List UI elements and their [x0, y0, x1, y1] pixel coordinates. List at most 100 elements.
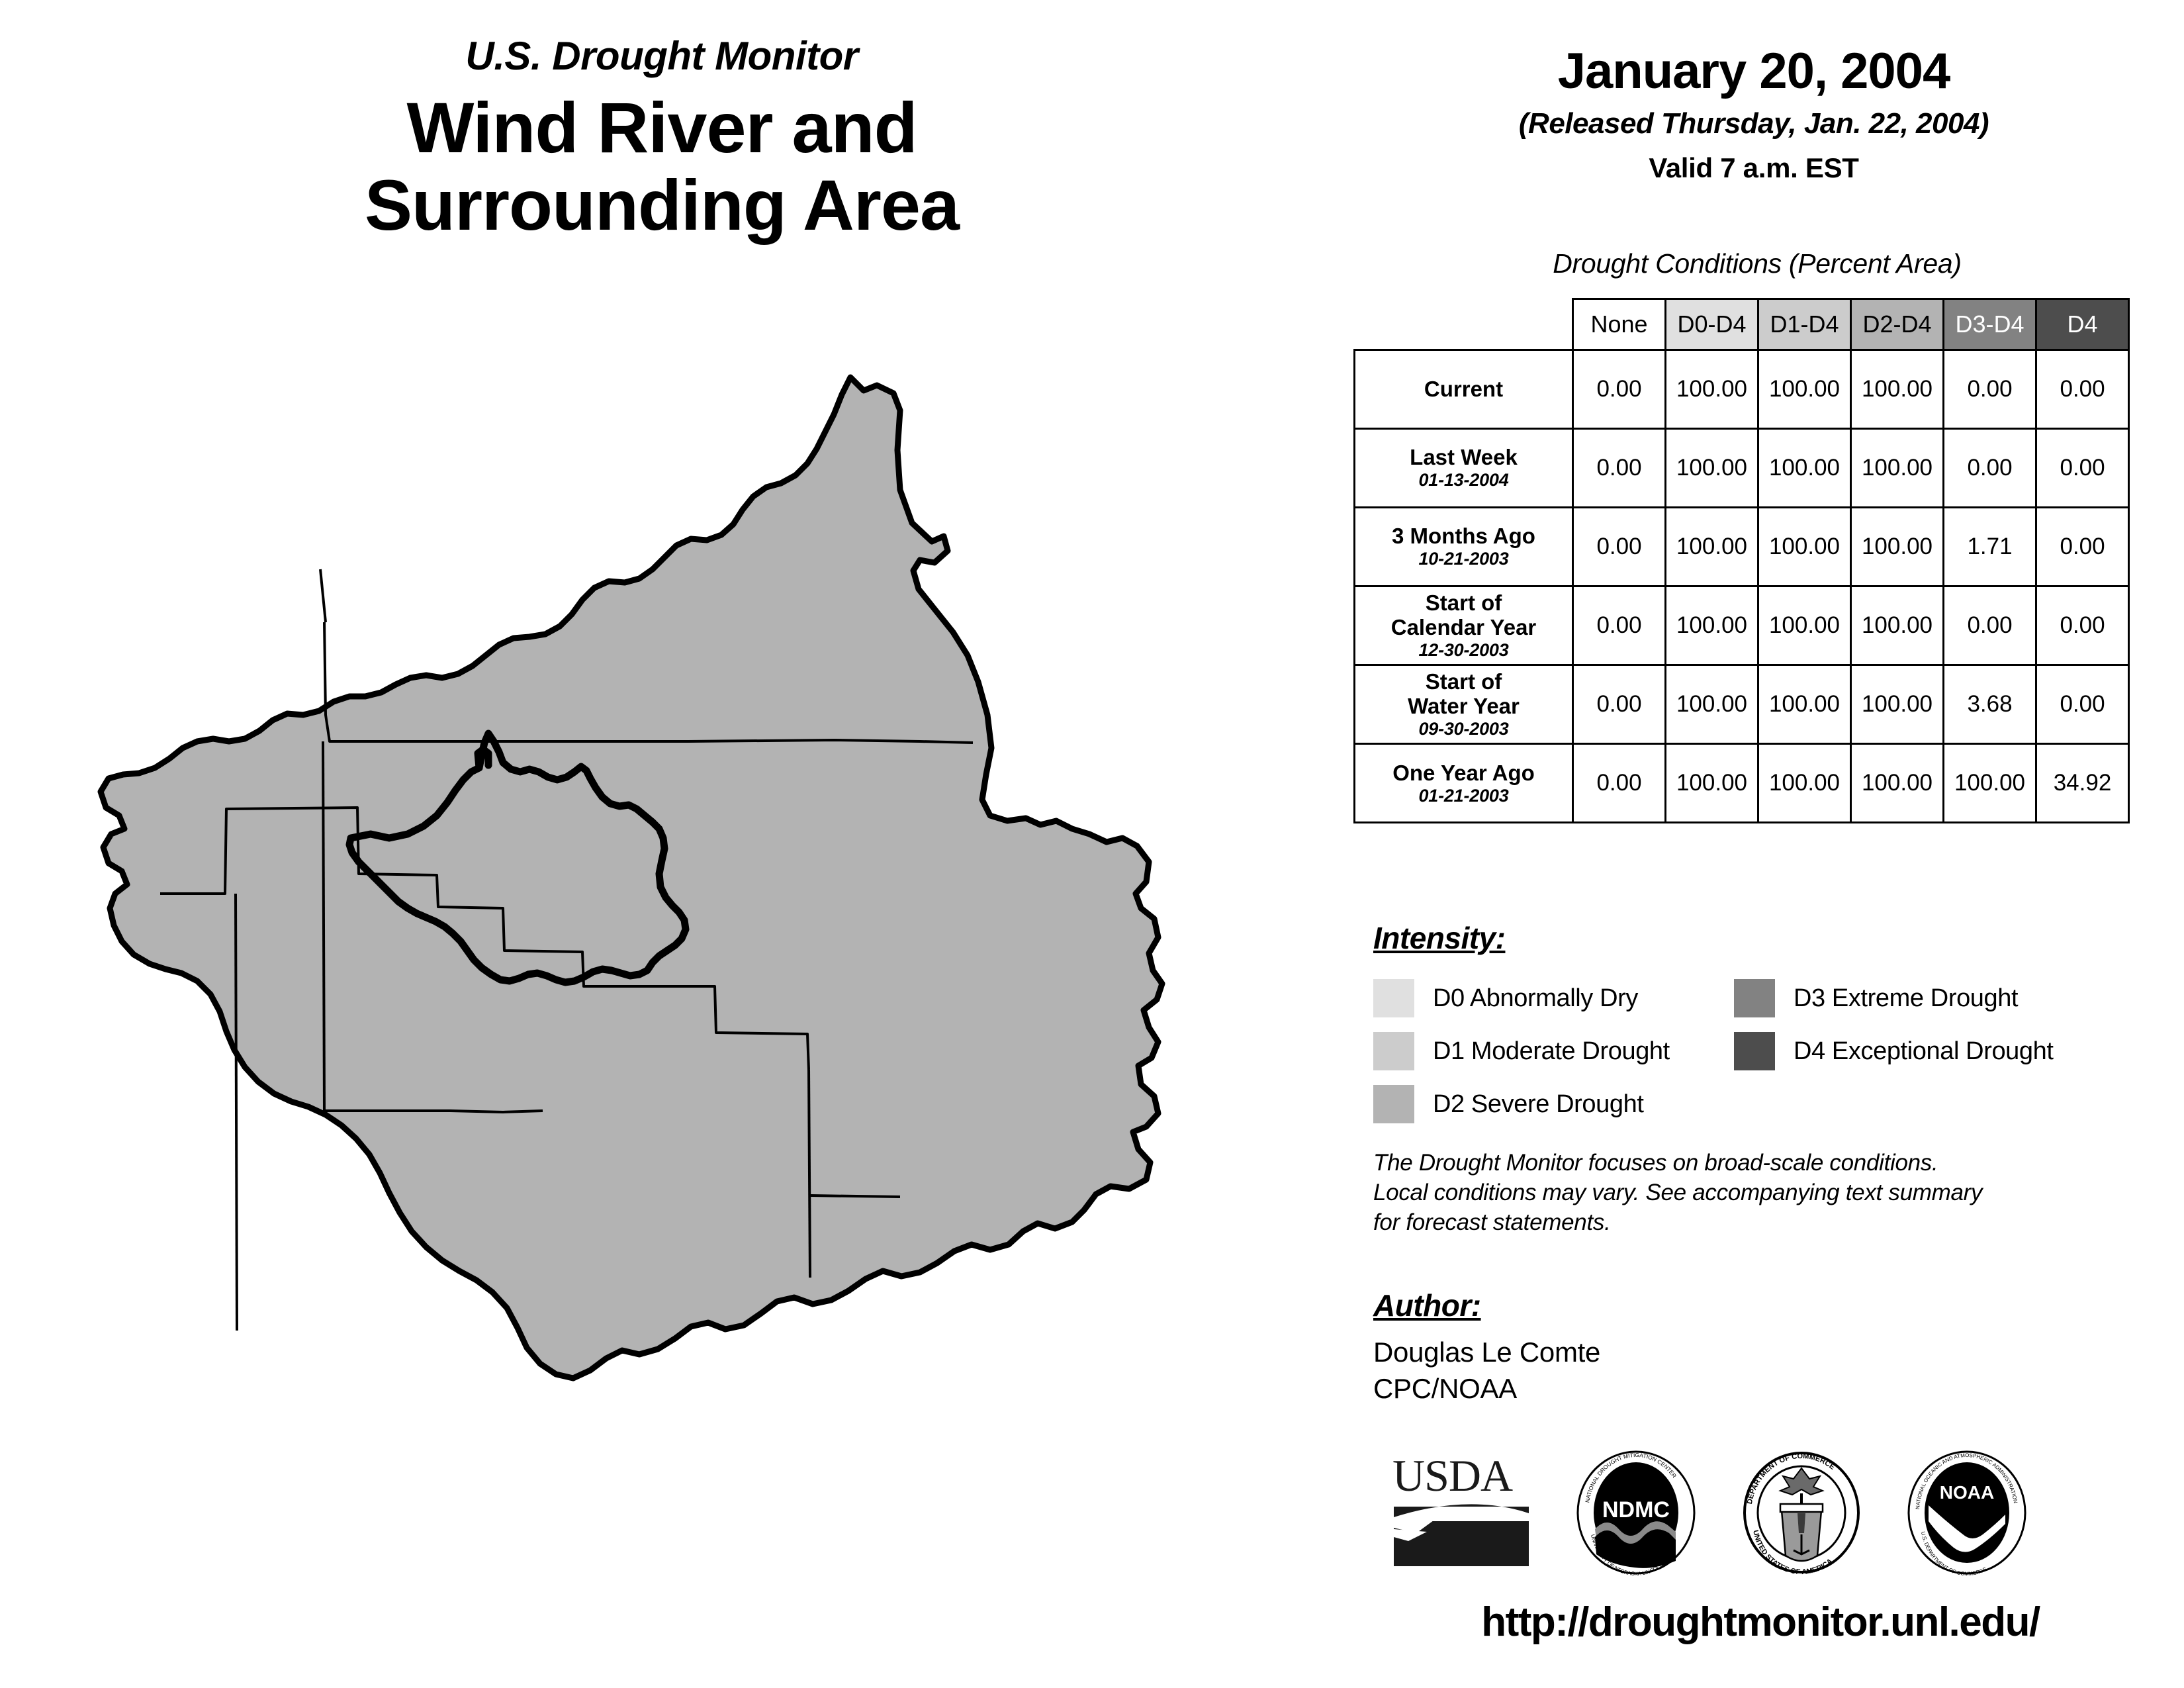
noaa-logo-svg: NOAA NATIONAL OCEANIC AND ATMOSPHERIC AD… [1907, 1450, 2026, 1577]
row-label-3-months-ago: 3 Months Ago 10-21-2003 [1353, 506, 1574, 587]
column-header-d0-d4: D0-D4 [1664, 298, 1759, 351]
legend-item-d0: D0 Abnormally Dry [1373, 973, 1670, 1023]
row-label-text: Last Week [1410, 445, 1518, 470]
doc-eagle-icon [1778, 1467, 1825, 1496]
cell-calyear-d1d4: 100.00 [1757, 585, 1852, 667]
column-header-d1-d4: D1-D4 [1757, 298, 1852, 351]
program-name: U.S. Drought Monitor [465, 34, 858, 78]
cell-lastweek-d3d4: 0.00 [1942, 428, 2037, 508]
ndmc-logo: NDMC NATIONAL DROUGHT MITIGATION CENTER … [1575, 1450, 1698, 1577]
author-heading: Author: [1373, 1288, 1481, 1323]
cell-calyear-d2d4: 100.00 [1850, 585, 1944, 667]
table-corner-cell [1355, 299, 1573, 350]
boundary-vertical-center [322, 741, 326, 1111]
cell-calyear-d4: 0.00 [2035, 585, 2130, 667]
map-internal-boundaries [160, 569, 974, 1331]
cell-oneyear-d4: 34.92 [2035, 743, 2130, 824]
swatch-d4-icon [1734, 1032, 1775, 1070]
cell-current-d4: 0.00 [2035, 349, 2130, 430]
legend-label-d4: D4 Exceptional Drought [1794, 1037, 2054, 1065]
reservation-boundary-path [345, 729, 690, 986]
usda-wordmark: USDA [1392, 1450, 1513, 1501]
legend-label-d3: D3 Extreme Drought [1794, 984, 2019, 1012]
doc-anchor-icon [1793, 1534, 1810, 1556]
usda-logo: USDA [1390, 1450, 1532, 1569]
map-region-outline [97, 374, 1165, 1382]
table-body: Current 0.00 100.00 100.00 100.00 0.00 0… [1353, 349, 2130, 824]
disclaimer-line-3: for forecast statements. [1373, 1209, 1611, 1235]
disclaimer-line-2: Local conditions may vary. See accompany… [1373, 1179, 1983, 1205]
cell-3months-d3d4: 1.71 [1942, 506, 2037, 587]
boundary-north-horizontal [323, 622, 974, 744]
valid-time: Valid 7 a.m. EST [1649, 152, 1859, 183]
row-label-current: Current [1353, 349, 1574, 430]
legend-column-left: D0 Abnormally Dry D1 Moderate Drought D2… [1373, 973, 1670, 1132]
boundary-stair-step [160, 806, 810, 1070]
region-title-line-2: Surrounding Area [364, 164, 960, 245]
disclaimer-line-1: The Drought Monitor focuses on broad-sca… [1373, 1150, 1938, 1176]
row-label-start-of-water-year: Start of Water Year 09-30-2003 [1353, 664, 1574, 745]
boundary-right-vertical [807, 1069, 811, 1278]
legend-label-d0: D0 Abnormally Dry [1433, 984, 1638, 1012]
boundary-lower-left-vertical [234, 893, 238, 1331]
page-title: Wind River and Surrounding Area [0, 89, 1324, 244]
table-header-row: None D0-D4 D1-D4 D2-D4 D3-D4 D4 [1355, 298, 2130, 351]
site-url[interactable]: http://droughtmonitor.unl.edu/ [1481, 1599, 2040, 1645]
row-label-text-line1: Start of [1425, 669, 1502, 694]
row-label-date: 12-30-2003 [1418, 639, 1509, 660]
cell-calyear-d3d4: 0.00 [1942, 585, 2037, 667]
ndmc-logo-svg: NDMC NATIONAL DROUGHT MITIGATION CENTER … [1576, 1450, 1696, 1577]
row-label-text-line2: Calendar Year [1390, 614, 1537, 639]
cell-3months-d2d4: 100.00 [1850, 506, 1944, 587]
column-header-d2-d4: D2-D4 [1850, 298, 1944, 351]
usda-field-icon [1394, 1521, 1529, 1566]
cell-lastweek-d1d4: 100.00 [1757, 428, 1852, 508]
doc-seal-svg: DEPARTMENT OF COMMERCE UNITED STATES OF … [1743, 1452, 1860, 1576]
row-label-text-line2: Water Year [1408, 694, 1520, 719]
cell-wateryear-d1d4: 100.00 [1757, 664, 1852, 745]
cell-calyear-none: 0.00 [1572, 585, 1666, 667]
disclaimer: The Drought Monitor focuses on broad-sca… [1373, 1149, 2121, 1237]
doc-shield-chief-icon [1779, 1503, 1824, 1513]
swatch-d0-icon [1373, 979, 1414, 1017]
title-block: U.S. Drought Monitor Wind River and Surr… [0, 36, 1324, 244]
row-label-one-year-ago: One Year Ago 01-21-2003 [1353, 743, 1574, 824]
legend-item-d2: D2 Severe Drought [1373, 1079, 1670, 1129]
region-fill-path [97, 374, 1165, 1382]
author-name: Douglas Le Comte [1373, 1336, 1601, 1368]
row-label-text: One Year Ago [1392, 760, 1535, 785]
swatch-d3-icon [1734, 979, 1775, 1017]
cell-wateryear-d4: 0.00 [2035, 664, 2130, 745]
table-row: Start of Calendar Year 12-30-2003 0.00 1… [1353, 585, 2130, 667]
cell-oneyear-none: 0.00 [1572, 743, 1666, 824]
column-header-d3-d4: D3-D4 [1942, 298, 2037, 351]
drought-map[interactable] [40, 371, 1337, 1403]
wind-river-reservation-outline [345, 729, 690, 986]
right-panel: January 20, 2004 (Released Thursday, Jan… [1350, 0, 2184, 1688]
cell-3months-d1d4: 100.00 [1757, 506, 1852, 587]
row-label-text-line1: Start of [1425, 590, 1502, 615]
legend-item-d3: D3 Extreme Drought [1734, 973, 2054, 1023]
table-header: None D0-D4 D1-D4 D2-D4 D3-D4 D4 [1355, 298, 2130, 351]
cell-current-d0d4: 100.00 [1664, 349, 1759, 430]
table-row: Start of Water Year 09-30-2003 0.00 100.… [1353, 664, 2130, 745]
department-of-commerce-seal: DEPARTMENT OF COMMERCE UNITED STATES OF … [1741, 1450, 1863, 1576]
cell-oneyear-d1d4: 100.00 [1757, 743, 1852, 824]
cell-3months-none: 0.00 [1572, 506, 1666, 587]
row-label-start-of-calendar-year: Start of Calendar Year 12-30-2003 [1353, 585, 1574, 667]
cell-calyear-d0d4: 100.00 [1664, 585, 1759, 667]
author-block: Douglas Le Comte CPC/NOAA [1373, 1334, 1600, 1407]
reservation-river-notch [474, 745, 492, 772]
table-row: Current 0.00 100.00 100.00 100.00 0.00 0… [1353, 349, 2130, 430]
boundary-right-horizontal [809, 1194, 901, 1198]
table-caption: Drought Conditions (Percent Area) [1553, 248, 1962, 279]
column-header-d4: D4 [2035, 298, 2130, 351]
ndmc-wave-black-icon [1595, 1529, 1676, 1568]
cell-oneyear-d2d4: 100.00 [1850, 743, 1944, 824]
usda-swoosh-icon [1394, 1504, 1529, 1517]
row-label-date: 01-21-2003 [1418, 785, 1509, 806]
legend-label-d1: D1 Moderate Drought [1433, 1037, 1670, 1065]
swatch-d2-icon [1373, 1085, 1414, 1123]
intensity-heading: Intensity: [1373, 921, 1506, 955]
doc-ship-icon [1797, 1513, 1805, 1533]
